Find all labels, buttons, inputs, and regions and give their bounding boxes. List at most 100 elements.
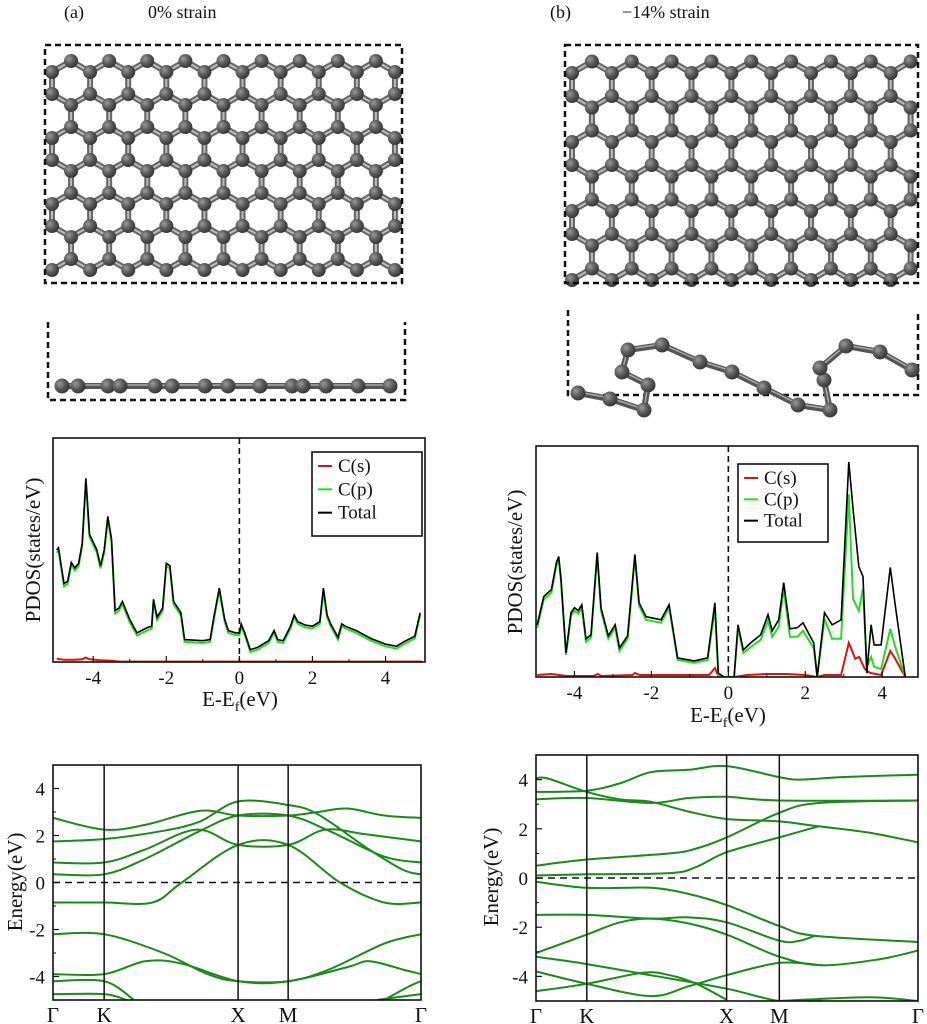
carbon-atom <box>159 131 174 145</box>
carbon-atom <box>823 192 838 207</box>
carbon-atom <box>565 227 579 241</box>
carbon-atom <box>602 391 618 407</box>
carbon-atom <box>254 164 269 178</box>
carbon-atom <box>744 169 759 184</box>
carbon-atom <box>784 100 799 115</box>
legend-label: C(s) <box>764 468 797 489</box>
carbon-atom <box>784 54 799 69</box>
carbon-atom <box>311 263 326 277</box>
carbon-atom <box>883 135 898 149</box>
carbon-atom <box>83 131 98 145</box>
carbon-atom <box>284 378 300 394</box>
carbon-atom <box>387 263 402 277</box>
pdos-b-ylabel: PDOS(states/eV) <box>503 490 527 635</box>
carbon-atom <box>197 378 213 394</box>
carbon-atom <box>140 230 155 244</box>
carbon-atom <box>604 273 619 287</box>
carbon-atom <box>904 362 920 378</box>
carbon-atom <box>664 261 679 276</box>
kpoint-label: Γ <box>415 1003 427 1024</box>
carbon-atom <box>235 219 250 233</box>
carbon-atom <box>684 66 699 80</box>
carbon-atom <box>724 158 739 172</box>
band-line <box>53 992 127 1000</box>
carbon-atom <box>790 397 806 413</box>
pdos-a-ylabel: PDOS(states/eV) <box>21 478 45 623</box>
pdos-b-xlabel: E-Ef(eV) <box>690 703 766 731</box>
carbon-atom <box>744 100 759 115</box>
x-tick-label: 4 <box>877 683 887 704</box>
carbon-atom <box>565 158 579 172</box>
bands-b-ylabel: Energy(eV) <box>479 828 503 927</box>
y-tick-label: 0 <box>519 869 529 890</box>
carbon-atom <box>254 186 269 200</box>
carbon-atom <box>349 65 364 79</box>
carbon-atom <box>863 192 878 207</box>
structure-top-view-a <box>45 54 402 277</box>
carbon-atom <box>147 378 163 394</box>
carbon-atom <box>883 158 898 172</box>
carbon-atom <box>311 87 326 101</box>
carbon-atom <box>254 230 269 244</box>
carbon-atom <box>664 192 679 207</box>
carbon-atom <box>45 153 59 167</box>
carbon-atom <box>584 54 599 69</box>
carbon-atom <box>684 89 699 103</box>
carbon-atom <box>140 54 155 68</box>
carbon-atom <box>624 238 639 253</box>
carbon-atom <box>311 131 326 145</box>
kpoint-label: X <box>719 1004 734 1024</box>
x-tick-label: 0 <box>724 683 734 704</box>
structure-side-view-b <box>570 337 920 418</box>
carbon-atom <box>640 377 656 393</box>
carbon-atom <box>903 261 918 276</box>
carbon-atom <box>744 238 759 253</box>
y-tick-label: 4 <box>36 780 46 801</box>
carbon-atom <box>254 252 269 266</box>
carbon-atom <box>252 378 268 394</box>
carbon-atom <box>644 89 659 103</box>
carbon-atom <box>102 120 117 134</box>
carbon-atom <box>140 164 155 178</box>
carbon-atom <box>883 273 898 287</box>
band-line <box>53 799 421 876</box>
carbon-atom <box>872 344 888 360</box>
carbon-atom <box>121 219 136 233</box>
carbon-atom <box>565 89 579 103</box>
carbon-atom <box>822 402 838 418</box>
carbon-atom <box>764 273 779 287</box>
carbon-atom <box>764 227 779 241</box>
band-line <box>53 931 421 984</box>
carbon-atom <box>349 153 364 167</box>
carbon-atom <box>883 66 898 80</box>
carbon-atom <box>368 252 383 266</box>
panel-b-strain: −14% strain <box>622 2 710 22</box>
band-line <box>536 955 823 1001</box>
carbon-atom <box>664 169 679 184</box>
carbon-atom <box>45 263 59 277</box>
carbon-atom <box>624 54 639 69</box>
carbon-atom <box>644 158 659 172</box>
carbon-atom <box>624 192 639 207</box>
carbon-atom <box>64 252 79 266</box>
x-tick-label: -4 <box>567 683 583 704</box>
carbon-atom <box>756 380 772 396</box>
carbon-atom <box>684 273 699 287</box>
carbon-atom <box>311 153 326 167</box>
carbon-atom <box>863 261 878 276</box>
carbon-atom <box>744 192 759 207</box>
carbon-atom <box>565 66 579 80</box>
carbon-atom <box>330 164 345 178</box>
band-line <box>536 971 728 1001</box>
carbon-atom <box>883 89 898 103</box>
carbon-atom <box>235 131 250 145</box>
band-line <box>53 959 421 985</box>
carbon-atom <box>604 89 619 103</box>
carbon-atom <box>724 135 739 149</box>
carbon-atom <box>216 230 231 244</box>
series-line-total <box>56 478 421 651</box>
carbon-atom <box>197 263 212 277</box>
carbon-atom <box>349 131 364 145</box>
